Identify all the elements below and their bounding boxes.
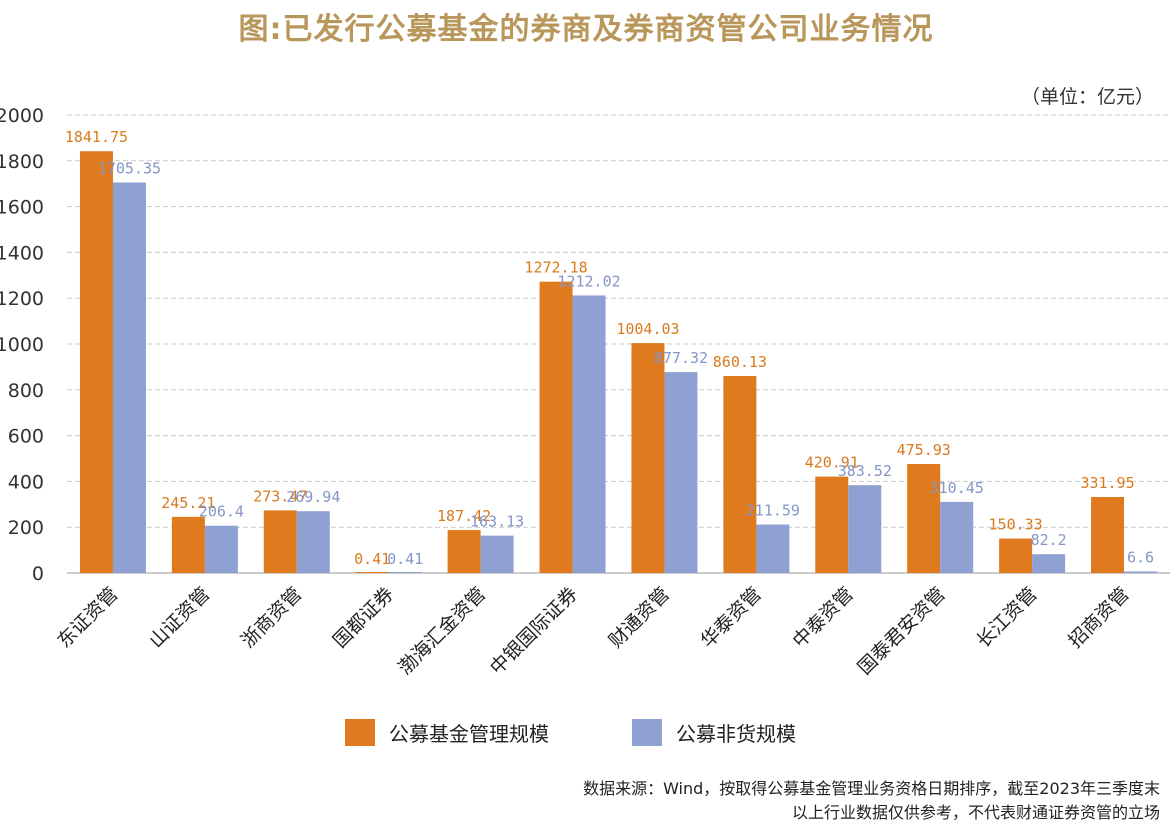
legend-item-series1: 公募基金管理规模 — [345, 718, 549, 747]
data-label-series1: 331.95 — [1080, 474, 1134, 492]
data-label-series1: 150.33 — [989, 516, 1043, 534]
bar-series2 — [480, 535, 514, 573]
disclaimer-note: 以上行业数据仅供参考，不代表财通证券资管的立场 — [791, 803, 1160, 822]
x-tick-label: 中泰资管 — [789, 583, 858, 652]
data-label-series1: 0.41 — [354, 550, 390, 568]
y-tick-label: 600 — [8, 426, 44, 448]
bar-series1 — [723, 376, 757, 573]
data-label-series1: 245.21 — [161, 494, 215, 512]
bar-series1 — [815, 476, 849, 573]
bar-series1 — [999, 538, 1033, 573]
x-tick-label: 东证资管 — [53, 583, 122, 652]
bar-series1 — [447, 530, 481, 573]
data-label-series1: 860.13 — [713, 353, 767, 371]
y-tick-label: 2000 — [0, 105, 44, 127]
y-tick-label: 1600 — [0, 197, 44, 219]
data-label-series2: 206.4 — [199, 503, 244, 521]
bar-series2 — [1032, 554, 1066, 573]
grid-lines — [67, 114, 1170, 574]
bar-series2 — [1124, 571, 1158, 573]
unit-label: （单位：亿元） — [1020, 86, 1154, 108]
bar-series2 — [112, 182, 146, 573]
data-label-series1: 187.42 — [437, 507, 491, 525]
bar-chart: 0 200 400 600 800 1000 1200 1400 1600 1800 2000 18… — [0, 105, 1170, 679]
source-note: 数据来源：Wind，按取得公募基金管理业务资格日期排序，截至2023年三季度末 — [583, 779, 1160, 798]
bar-series1 — [79, 151, 113, 573]
data-label-series2: 310.45 — [930, 479, 984, 497]
bar-series2 — [848, 485, 882, 573]
x-tick-label: 长江资管 — [972, 583, 1041, 652]
y-tick-label: 800 — [8, 380, 44, 402]
x-tick-label: 中银国际证券 — [486, 583, 582, 679]
data-label-series2: 163.13 — [470, 513, 524, 531]
x-tick-label: 浙商资管 — [237, 583, 306, 652]
data-label-series1: 420.91 — [805, 454, 859, 472]
x-tick-label: 国泰君安资管 — [854, 583, 950, 679]
legend-label-series2: 公募非货规模 — [676, 722, 796, 746]
x-tick-label: 国都证券 — [329, 583, 398, 652]
y-tick-label: 1400 — [0, 242, 44, 264]
data-label-series1: 1272.18 — [524, 259, 587, 277]
bar-series1 — [631, 343, 665, 573]
data-label-series2: 877.32 — [654, 349, 708, 367]
legend-item-series2: 公募非货规模 — [632, 718, 796, 747]
bars — [79, 151, 1158, 573]
y-tick-label: 1000 — [0, 334, 44, 356]
x-tick-label: 招商资管 — [1064, 583, 1133, 652]
data-label-series2: 383.52 — [838, 462, 892, 480]
bar-series1 — [539, 281, 573, 573]
x-tick-label: 财通资管 — [605, 583, 674, 652]
legend-label-series1: 公募基金管理规模 — [389, 722, 549, 746]
bar-series2 — [940, 501, 974, 573]
data-label-series2: 6.6 — [1127, 548, 1154, 566]
bar-series1 — [907, 464, 941, 573]
legend-swatch-blue — [632, 719, 662, 746]
data-label-series2: 1705.35 — [98, 159, 161, 177]
chart-title: 图:已发行公募基金的券商及券商资管公司业务情况 — [238, 12, 934, 47]
y-tick-label: 400 — [8, 471, 44, 493]
legend-swatch-orange — [345, 719, 375, 746]
bar-series2 — [756, 524, 790, 573]
bar-series2 — [664, 372, 698, 573]
data-label-series1: 1004.03 — [616, 320, 679, 338]
bar-series1 — [263, 510, 297, 573]
bar-series1 — [1091, 496, 1125, 573]
data-label-series1: 1841.75 — [65, 128, 128, 146]
y-tick-label: 0 — [32, 563, 44, 585]
legend: 公募基金管理规模 公募非货规模 — [0, 718, 1172, 750]
y-tick-label: 1800 — [0, 151, 44, 173]
y-tick-label: 1200 — [0, 288, 44, 310]
bar-series2 — [388, 572, 422, 573]
y-tick-label: 200 — [8, 517, 44, 539]
bar-series2 — [296, 511, 330, 573]
bar-series2 — [204, 525, 238, 573]
bar-series1 — [355, 572, 389, 573]
data-label-series2: 211.59 — [746, 502, 800, 520]
data-label-series2: 1212.02 — [557, 272, 620, 290]
x-tick-label: 华泰资管 — [697, 583, 766, 652]
data-label-series2: 269.94 — [286, 488, 340, 506]
data-label-series1: 273.47 — [253, 487, 307, 505]
bar-series2 — [572, 295, 606, 573]
bar-series1 — [171, 516, 205, 573]
x-tick-label: 山证资管 — [145, 583, 214, 652]
data-label-series2: 0.41 — [387, 550, 423, 568]
data-label-series2: 82.2 — [1031, 531, 1067, 549]
x-tick-label: 渤海汇金资管 — [394, 583, 490, 679]
y-axis-ticks: 0 200 400 600 800 1000 1200 1400 1600 1800 2000 — [0, 105, 44, 585]
data-label-series1: 475.93 — [897, 441, 951, 459]
